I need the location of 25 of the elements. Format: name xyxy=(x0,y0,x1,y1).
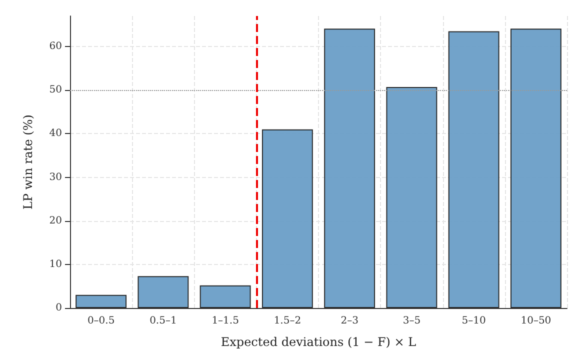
x-tick-label: 0.5–1 xyxy=(150,316,177,326)
x-tick-label: 5–10 xyxy=(462,316,486,326)
bar xyxy=(448,31,500,308)
bar xyxy=(76,294,127,308)
x-tick-label: 0–0.5 xyxy=(87,316,115,326)
y-tick-label: 10 xyxy=(49,258,62,270)
y-tick-label: 20 xyxy=(49,215,62,226)
x-tick-label: 3–5 xyxy=(402,316,421,326)
bar xyxy=(200,285,251,308)
x-tick-label: 1–1.5 xyxy=(212,316,239,326)
bar xyxy=(262,129,313,308)
x-tick-label: 10–50 xyxy=(520,316,552,326)
y-axis-title: LP win rate (%) xyxy=(21,114,35,210)
y-tick-label: 60 xyxy=(49,41,62,52)
y-tick-label: 0 xyxy=(56,302,62,314)
bar xyxy=(324,28,376,308)
y-tick-label: 40 xyxy=(49,128,62,140)
x-tick-label: 2–3 xyxy=(340,316,358,326)
y-tick-label: 30 xyxy=(49,172,62,183)
x-tick-label: 1.5–2 xyxy=(274,316,302,326)
bar xyxy=(386,87,438,308)
bar xyxy=(510,28,562,308)
x-axis-title: Expected deviations (1 − F) × L xyxy=(220,335,416,349)
y-tick-label: 50 xyxy=(49,84,62,96)
bar xyxy=(138,276,189,308)
